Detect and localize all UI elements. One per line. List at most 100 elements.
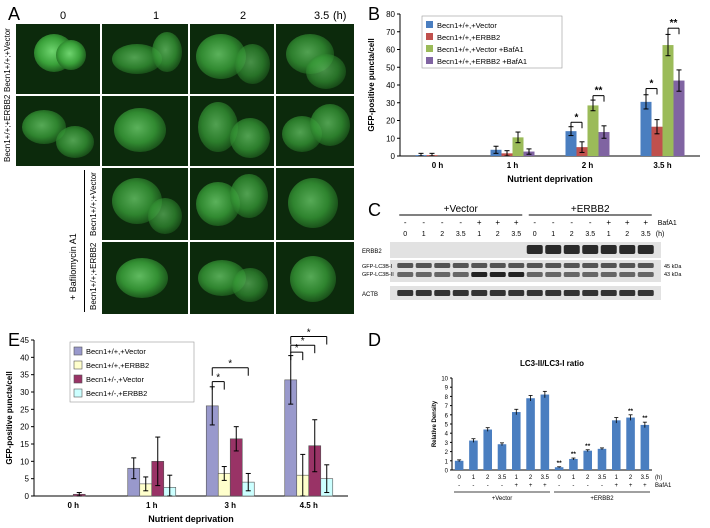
band-label: ACTB (362, 292, 378, 298)
y-tick-label: 20 (20, 423, 29, 432)
x-tick-label: 2 (629, 475, 633, 481)
blot-band (415, 290, 432, 296)
row-label: Becn1+/+;+Vector (89, 172, 98, 236)
blot-band (545, 245, 562, 254)
row-label: Becn1+/+;+ERBB2 (89, 242, 98, 310)
bafa1-sign: + (606, 218, 611, 227)
bar (554, 467, 564, 470)
legend-swatch (73, 388, 83, 398)
lane-time: 1 (551, 231, 555, 238)
size-marker: 45 kDa (664, 264, 682, 270)
group-label: +Vector (444, 204, 479, 215)
chart-title: LC3-II/LC3-I ratio (520, 359, 584, 368)
y-tick-label: 30 (386, 99, 395, 108)
legend-label: Becn1+/-,+ERBB2 (86, 389, 147, 398)
y-tick-label: 4 (445, 432, 449, 438)
y-axis-title: GFP-positive puncta/cell (5, 371, 14, 464)
lane-time: 3.5 (511, 231, 521, 238)
micrograph (190, 96, 274, 166)
bar (587, 105, 599, 156)
y-tick-label: 6 (445, 413, 449, 419)
blot-band (471, 290, 488, 296)
bar (469, 440, 478, 470)
y-tick-label: 70 (386, 28, 395, 37)
row-label: Becn1+/+;+ERBB2 (3, 94, 12, 162)
bafa1-sign: - (459, 218, 462, 227)
timepoint-label: 1 (153, 10, 160, 22)
blot-band (397, 263, 414, 268)
blot-band (600, 263, 617, 268)
legend-label: Becn1+/+,+ERBB2 (86, 361, 149, 370)
x-tick-label: 0 h (67, 501, 79, 510)
size-marker: 43 kDa (664, 272, 682, 278)
blot-band (582, 245, 599, 254)
blot-band (563, 272, 580, 277)
bafa1-sign: + (615, 483, 619, 489)
band-label: GFP-LC3B-II (362, 272, 394, 278)
micrograph (276, 242, 354, 314)
x-tick-label: 1 (472, 475, 476, 481)
legend-swatch (73, 360, 83, 370)
bafilomycin-label: + Bafilomycin A1 (68, 233, 78, 300)
sig-marker: ** (571, 451, 577, 458)
bar (540, 394, 550, 470)
legend-swatch (426, 45, 433, 52)
lane-time: 0 (533, 231, 537, 238)
bafa1-sign: + (625, 218, 630, 227)
bar (583, 450, 592, 470)
bafa1-sign: - (422, 218, 425, 227)
band-label: GFP-LC3B-I (362, 264, 393, 270)
blot-band (526, 272, 543, 277)
legend-swatch (73, 374, 83, 384)
legend-label: Becn1+/+,+ERBB2 (437, 33, 500, 42)
y-tick-label: 50 (386, 63, 395, 72)
y-tick-label: 40 (20, 353, 29, 362)
y-tick-label: 30 (20, 388, 29, 397)
bafa1-sign: - (441, 218, 444, 227)
micrograph (102, 242, 188, 314)
legend-label: Becn1+/+,+Vector (86, 347, 146, 356)
bafa1-sign: + (529, 483, 533, 489)
bafa1-label: BafA1 (655, 483, 672, 489)
bafa1-sign: - (601, 483, 603, 489)
y-axis-title: GFP-positive puncta/cell (367, 38, 376, 131)
bar (565, 131, 577, 156)
bafa1-sign: - (458, 483, 460, 489)
blot-band (619, 263, 636, 268)
bafa1-sign: - (472, 483, 474, 489)
micrograph (16, 24, 100, 94)
y-tick-label: 80 (386, 10, 395, 19)
bafa1-sign: + (514, 218, 519, 227)
micrograph (276, 24, 354, 94)
bafa1-sign: + (643, 483, 647, 489)
bafa1-sign: - (589, 218, 592, 227)
blot-band (526, 263, 543, 268)
bafa1-sign: + (643, 218, 648, 227)
panel-a-letter: A (8, 4, 21, 24)
micrograph (102, 24, 188, 94)
y-tick-label: 35 (20, 371, 29, 380)
blot-band (637, 272, 654, 277)
sig-marker: * (650, 79, 654, 90)
timepoint-label: 3.5 (314, 10, 330, 22)
lane-time: 2 (496, 231, 500, 238)
blot-band (619, 290, 636, 296)
blot-band (545, 290, 562, 296)
x-tick-label: 0 h (432, 161, 444, 170)
blot-band (582, 263, 599, 268)
panel-c-letter: C (368, 200, 381, 220)
panel-c-blot: +Vector +ERBB2 - - - - + + + - - - - + + + BafA1 0 1 2 3.5 1 2… (362, 204, 682, 300)
bar (612, 420, 621, 470)
blot-band (489, 290, 506, 296)
y-tick-label: 3 (445, 441, 449, 447)
blot-band (600, 272, 617, 277)
x-axis-title: Nutrient deprivation (148, 514, 234, 524)
lane-time: 0 (403, 231, 407, 238)
timepoint-label: 0 (60, 10, 67, 22)
blot-band (397, 290, 414, 296)
time-unit: (h) (656, 231, 665, 238)
bar (662, 45, 674, 156)
blot-band (452, 290, 469, 296)
blot-band (508, 263, 525, 268)
